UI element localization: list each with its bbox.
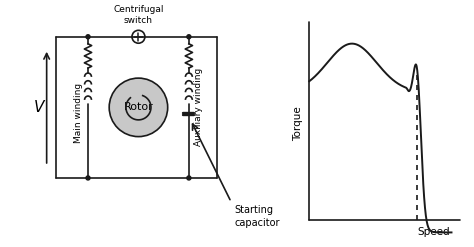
Text: V: V — [33, 100, 44, 115]
Circle shape — [187, 176, 191, 180]
Circle shape — [86, 176, 90, 180]
Text: Speed: Speed — [418, 227, 450, 237]
Circle shape — [86, 35, 90, 39]
Text: Main winding: Main winding — [74, 83, 83, 144]
Ellipse shape — [109, 78, 168, 137]
Text: Auxiliary winding: Auxiliary winding — [194, 68, 203, 146]
Text: Rotor: Rotor — [124, 102, 153, 112]
Text: Starting
capacitor: Starting capacitor — [234, 205, 280, 227]
Circle shape — [187, 35, 191, 39]
Text: Centrifugal
switch: Centrifugal switch — [113, 4, 164, 25]
Text: Torque: Torque — [293, 106, 303, 141]
